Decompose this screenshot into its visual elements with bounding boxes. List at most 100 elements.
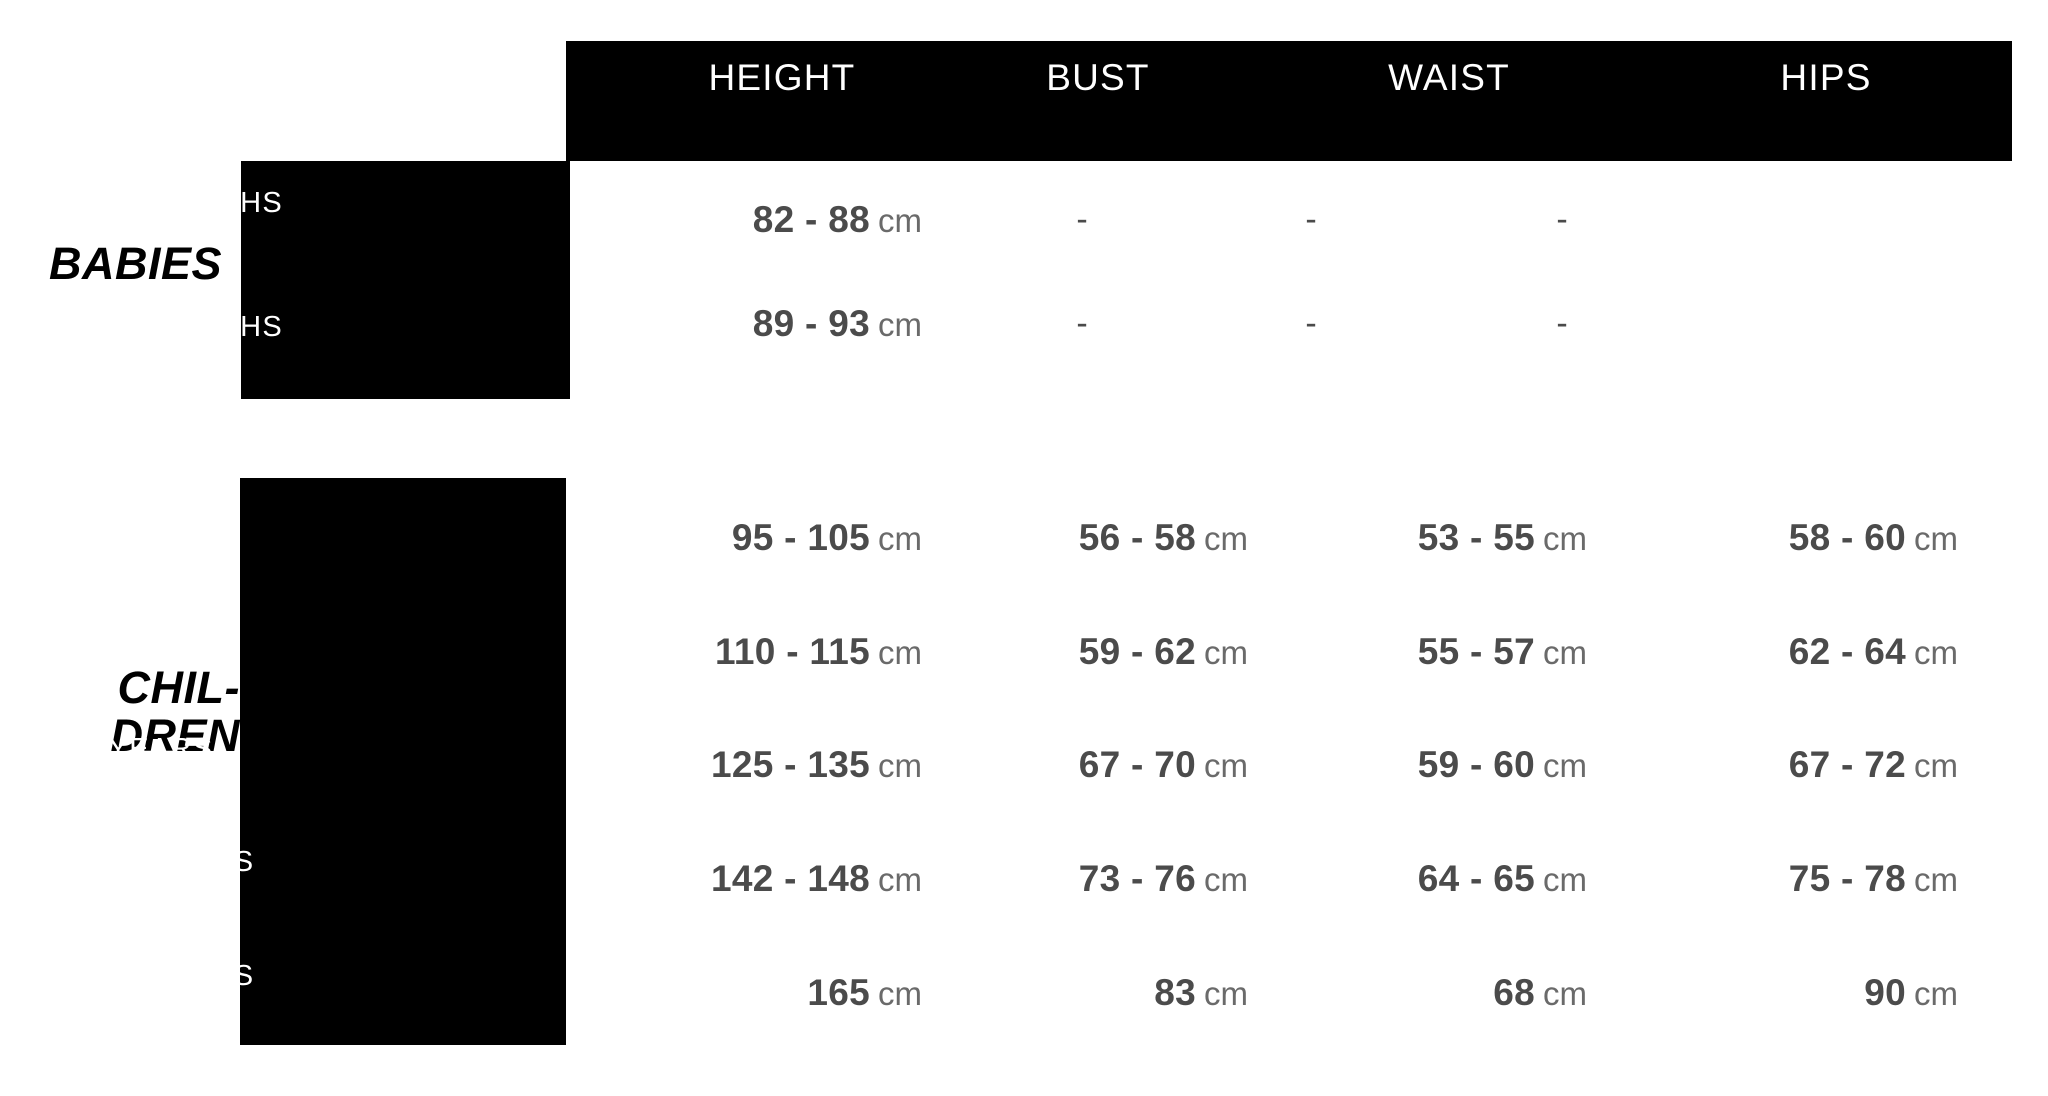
value-number: 95 - 105 xyxy=(731,517,870,558)
size-cell: 7 - 9 YEARS xyxy=(0,725,2048,767)
size-cell: 14 - 16 YEARS xyxy=(0,952,2048,994)
value-cell-bust: 56 - 58 cm xyxy=(858,517,1248,559)
value-number: - xyxy=(1556,200,1568,239)
size-range: 3 - 4 xyxy=(26,498,101,539)
value-cell-hips: - xyxy=(1278,201,1568,240)
value-unit: cm xyxy=(878,861,922,898)
value-cell-bust: - xyxy=(798,305,1088,344)
value-unit: cm xyxy=(1204,747,1248,784)
value-unit: cm xyxy=(1543,747,1587,784)
value-number: 56 - 58 xyxy=(1078,517,1196,558)
size-cell: 3 - 4 YEARS xyxy=(0,498,2048,540)
value-cell-bust: - xyxy=(798,201,1088,240)
value-number: 64 - 65 xyxy=(1417,858,1535,899)
value-unit: cm xyxy=(878,747,922,784)
size-range: 10 - 12 xyxy=(26,838,142,879)
size-range: 12 - 18 xyxy=(26,179,142,220)
column-header-height: HEIGHT xyxy=(708,57,856,98)
value-number: - xyxy=(1305,304,1317,343)
value-cell-waist: 53 - 55 cm xyxy=(1197,517,1587,559)
size-age-unit: MONTHS xyxy=(149,311,284,343)
value-cell-waist: 59 - 60 cm xyxy=(1197,744,1587,786)
size-age-unit: YEARS xyxy=(108,506,214,538)
size-age-unit: YEARS xyxy=(108,733,214,765)
size-age-unit: YEARS xyxy=(108,620,214,652)
babies-size-bar xyxy=(241,161,570,399)
value-cell-height: 110 - 115 cm xyxy=(482,631,922,673)
size-age-unit: YEARS xyxy=(149,960,255,992)
value-number: 67 - 70 xyxy=(1078,744,1196,785)
value-cell-hips: 90 cm xyxy=(1568,972,1958,1014)
value-cell-bust: 67 - 70 cm xyxy=(858,744,1248,786)
value-number: 89 - 93 xyxy=(752,303,870,344)
value-unit: cm xyxy=(1914,975,1958,1012)
value-number: 62 - 64 xyxy=(1788,631,1906,672)
value-unit: cm xyxy=(1914,861,1958,898)
children-size-bar xyxy=(240,478,566,1045)
group-label-children: CHIL- DREN xyxy=(110,662,240,761)
value-unit: cm xyxy=(878,202,922,239)
value-unit: cm xyxy=(1914,634,1958,671)
header-bar xyxy=(566,41,2012,161)
value-cell-hips: 75 - 78 cm xyxy=(1568,858,1958,900)
value-unit: cm xyxy=(1204,634,1248,671)
size-range: 18 - 24 xyxy=(26,303,142,344)
value-unit: cm xyxy=(1914,747,1958,784)
value-cell-waist: 55 - 57 cm xyxy=(1197,631,1587,673)
value-number: - xyxy=(1076,304,1088,343)
value-cell-bust: 73 - 76 cm xyxy=(858,858,1248,900)
column-header-hips: HIPS xyxy=(1780,57,1872,98)
value-cell-waist: - xyxy=(1027,305,1317,344)
group-label-babies: BABIES xyxy=(48,238,222,289)
value-number: 82 - 88 xyxy=(752,199,870,240)
value-number: 59 - 62 xyxy=(1078,631,1196,672)
value-unit: cm xyxy=(1204,520,1248,557)
value-unit: cm xyxy=(1543,975,1587,1012)
value-cell-height: 142 - 148 cm xyxy=(482,858,922,900)
value-cell-bust: 83 cm xyxy=(858,972,1248,1014)
value-unit: cm xyxy=(1914,520,1958,557)
value-unit: cm xyxy=(878,306,922,343)
size-cell: 18 - 24 MONTHS xyxy=(0,303,2048,345)
value-unit: cm xyxy=(878,634,922,671)
size-cell: 5 - 6 YEARS xyxy=(0,612,2048,654)
value-cell-height: 95 - 105 cm xyxy=(482,517,922,559)
size-age-unit: MONTHS xyxy=(149,187,284,219)
value-number: 55 - 57 xyxy=(1417,631,1535,672)
column-header-bust: BUST xyxy=(1046,57,1150,98)
value-unit: cm xyxy=(1204,861,1248,898)
value-number: 110 - 115 xyxy=(715,631,870,672)
value-cell-bust: 59 - 62 cm xyxy=(858,631,1248,673)
value-cell-waist: - xyxy=(1027,201,1317,240)
value-number: 75 - 78 xyxy=(1788,858,1906,899)
value-cell-hips: 67 - 72 cm xyxy=(1568,744,1958,786)
value-cell-hips: - xyxy=(1278,305,1568,344)
value-number: 83 xyxy=(1154,972,1196,1013)
size-age-unit: YEARS xyxy=(149,846,255,878)
value-unit: cm xyxy=(878,975,922,1012)
value-number: - xyxy=(1076,200,1088,239)
value-number: - xyxy=(1556,304,1568,343)
value-cell-hips: 58 - 60 cm xyxy=(1568,517,1958,559)
value-cell-waist: 68 cm xyxy=(1197,972,1587,1014)
value-cell-height: 82 - 88 cm xyxy=(482,199,922,241)
value-number: 90 xyxy=(1864,972,1906,1013)
value-number: 165 xyxy=(807,972,870,1013)
value-number: 68 xyxy=(1493,972,1535,1013)
size-cell: 12 - 18 MONTHS xyxy=(0,179,2048,221)
value-unit: cm xyxy=(878,520,922,557)
size-cell: 10 - 12 YEARS xyxy=(0,838,2048,880)
value-cell-height: 125 - 135 cm xyxy=(482,744,922,786)
value-cell-height: 89 - 93 cm xyxy=(482,303,922,345)
value-cell-waist: 64 - 65 cm xyxy=(1197,858,1587,900)
size-range: 14 - 16 xyxy=(26,952,142,993)
value-unit: cm xyxy=(1543,520,1587,557)
size-range: 5 - 6 xyxy=(26,612,101,653)
value-number: - xyxy=(1305,200,1317,239)
value-unit: cm xyxy=(1543,861,1587,898)
value-unit: cm xyxy=(1204,975,1248,1012)
value-unit: cm xyxy=(1543,634,1587,671)
column-header-waist: WAIST xyxy=(1388,57,1510,98)
value-number: 58 - 60 xyxy=(1788,517,1906,558)
